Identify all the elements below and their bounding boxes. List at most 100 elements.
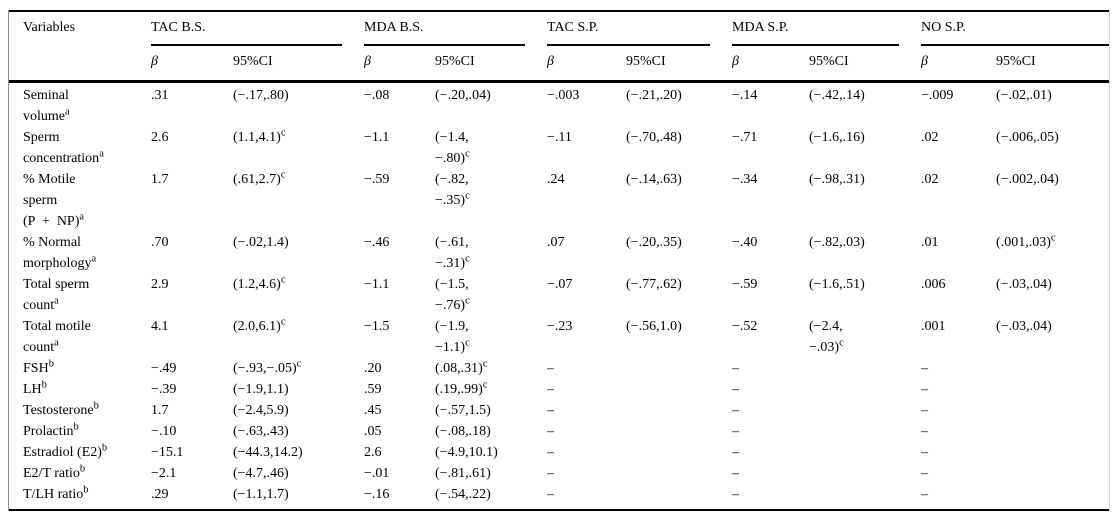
ci-cell — [626, 358, 732, 379]
ci-cell: (−.81,.61) — [435, 466, 491, 481]
column-header-ci: 95%CI — [233, 46, 365, 83]
beta-cell: – — [921, 382, 929, 397]
variable-cell: E2/T ratiob — [23, 463, 86, 481]
beta-cell: – — [547, 445, 555, 460]
variable-cell: Seminal volumea — [23, 88, 70, 124]
beta-cell: – — [732, 487, 740, 502]
column-header-ci: 95%CI — [626, 46, 733, 83]
column-header-ci: 95%CI — [435, 46, 548, 83]
beta-cell: – — [547, 466, 555, 481]
table-row: % Motile sperm (P + NP)a 1.7 (.61,2.7)c −.5… — [9, 169, 1109, 232]
beta-cell: −.40 — [732, 235, 758, 250]
variable-cell: LHb — [23, 379, 47, 397]
ci-cell: (−.93,−.05)c — [233, 358, 302, 376]
beta-cell: 2.6 — [364, 445, 382, 460]
regression-results-table-container: Variables TAC B.S. MDA B.S. TAC S.P. MDA… — [8, 10, 1110, 511]
ci-cell — [809, 358, 921, 379]
beta-cell: .07 — [547, 235, 565, 250]
ci-cell: (−.006,.05) — [996, 130, 1059, 145]
ci-cell — [996, 463, 1109, 484]
beta-cell: −15.1 — [151, 445, 184, 460]
footnote-marker: c — [465, 190, 470, 202]
beta-cell: – — [921, 487, 929, 502]
ci-cell: (−.17,.80) — [233, 88, 289, 103]
ci-cell — [996, 421, 1109, 442]
beta-cell: – — [921, 445, 929, 460]
ci-cell: (−.02,.01) — [996, 88, 1052, 103]
beta-cell: – — [732, 382, 740, 397]
ci-cell: (.08,.31)c — [435, 358, 488, 376]
table-row: Prolactinb −.10 (−.63,.43) .05 (−.08,.18) – – – — [9, 421, 1109, 442]
beta-cell: .70 — [151, 235, 169, 250]
beta-cell: .24 — [547, 172, 565, 187]
column-header-beta: β — [921, 46, 997, 83]
ci-cell: (−2.4, −.03)c — [809, 319, 844, 355]
table-row: Seminal volumea .31 (−.17,.80) −.08 (−.20,.0… — [9, 82, 1109, 128]
ci-cell — [996, 484, 1109, 510]
variable-cell: Prolactinb — [23, 421, 79, 439]
beta-cell: 2.6 — [151, 130, 169, 145]
footnote-marker: a — [91, 253, 97, 265]
ci-cell — [626, 421, 732, 442]
ci-cell: (−.14,.63) — [626, 172, 682, 187]
beta-cell: – — [732, 361, 740, 376]
group-header-label: TAC S.P. — [547, 12, 711, 46]
footnote-marker: b — [93, 400, 99, 412]
footnote-marker: b — [41, 379, 47, 391]
ci-cell — [809, 463, 921, 484]
footnote-marker: c — [482, 358, 488, 370]
beta-cell: – — [921, 361, 929, 376]
beta-cell: −.59 — [364, 172, 390, 187]
footnote-marker: c — [280, 169, 286, 181]
column-header-ci: 95%CI — [809, 46, 922, 83]
column-header-beta: β — [547, 46, 627, 83]
ci-cell — [996, 379, 1109, 400]
variable-cell: Testosteroneb — [23, 400, 99, 418]
beta-cell: – — [921, 466, 929, 481]
ci-cell: (−2.4,5.9) — [233, 403, 289, 418]
column-header-beta: β — [732, 46, 810, 83]
beta-cell: – — [547, 382, 555, 397]
footnote-marker: a — [99, 148, 104, 160]
variable-cell: % Motile sperm (P + NP)a — [23, 172, 85, 229]
table-row: LHb −.39 (−1.9,1.1) .59 (.19,.99)c – – – — [9, 379, 1109, 400]
ci-cell: (−.57,1.5) — [435, 403, 491, 418]
beta-cell: −.10 — [151, 424, 177, 439]
table-header: Variables TAC B.S. MDA B.S. TAC S.P. MDA… — [9, 11, 1110, 83]
ci-cell — [626, 463, 732, 484]
ci-cell: (−1.1,1.7) — [233, 487, 289, 502]
variable-cell: % Normal morphologya — [23, 235, 97, 271]
footnote-marker: a — [79, 211, 85, 223]
ci-cell — [626, 400, 732, 421]
beta-cell: −.59 — [732, 277, 758, 292]
ci-cell — [626, 379, 732, 400]
beta-cell: −.49 — [151, 361, 177, 376]
ci-cell — [809, 421, 921, 442]
ci-cell: (.61,2.7)c — [233, 169, 286, 187]
beta-cell: .31 — [151, 88, 169, 103]
ci-cell: (−.70,.48) — [626, 130, 682, 145]
table-row: Estradiol (E2)b −15.1 (−44.3,14.2) 2.6 (−4.9… — [9, 442, 1109, 463]
table-row: Total sperm counta 2.9 (1.2,4.6)c −1.1 (−1.5… — [9, 274, 1109, 316]
table-row: % Normal morphologya .70 (−.02,1.4) −.46 (−.… — [9, 232, 1109, 274]
beta-cell: – — [547, 487, 555, 502]
ci-cell: (−1.6,.51) — [809, 277, 865, 292]
beta-cell: .59 — [364, 382, 382, 397]
beta-cell: −1.5 — [364, 319, 390, 334]
table-row: Sperm concentrationa 2.6 (1.1,4.1)c −1.1 (−1… — [9, 127, 1109, 169]
group-header-label: MDA B.S. — [364, 12, 526, 46]
footnote-marker: c — [465, 148, 470, 160]
beta-cell: .006 — [921, 277, 946, 292]
footnote-marker: c — [1050, 232, 1056, 244]
ci-cell: (−4.9,10.1) — [435, 445, 498, 460]
ci-cell: (1.1,4.1)c — [233, 127, 286, 145]
ci-cell: (−.20,.35) — [626, 235, 682, 250]
footnote-marker: c — [280, 274, 286, 286]
beta-cell: −.009 — [921, 88, 954, 103]
ci-cell: (−.002,.04) — [996, 172, 1059, 187]
footnote-marker: a — [54, 295, 59, 307]
footnote-marker: b — [48, 358, 54, 370]
beta-cell: – — [732, 466, 740, 481]
ci-cell: (−1.9, −1.1)c — [435, 319, 470, 355]
beta-cell: −2.1 — [151, 466, 177, 481]
